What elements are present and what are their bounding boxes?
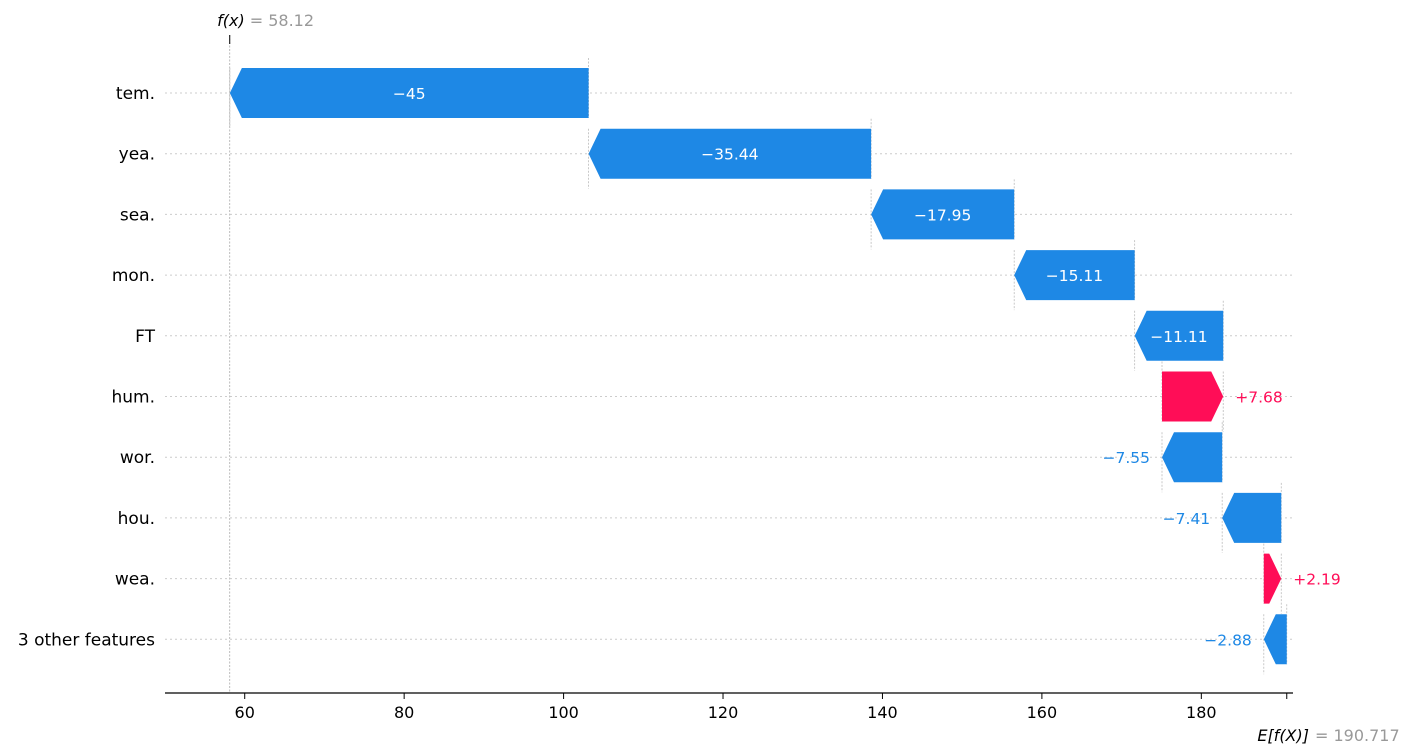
feature-labels: tem. yea. sea. mon. FT hum. wor. hou. wea. 3 othe… <box>18 84 156 650</box>
bar-value-label: +7.68 <box>1235 389 1283 407</box>
feature-label: wor. <box>120 448 155 468</box>
bar-negative <box>1162 432 1223 483</box>
bar-negative <box>588 128 872 179</box>
bar-value-label: −17.95 <box>914 206 971 224</box>
bar-value-label: +2.19 <box>1293 571 1341 589</box>
bar-value-label: −15.11 <box>1046 267 1103 285</box>
bar-value-label: −2.88 <box>1204 631 1252 649</box>
feature-label: sea. <box>120 205 155 225</box>
annotations: f(x) = 58.12 E[f(X)] = 190.717 <box>217 11 1400 745</box>
x-tick-label: 180 <box>1186 703 1217 722</box>
bar-negative <box>1222 492 1282 543</box>
x-axis: 60 80 100 120 140 160 180 <box>165 692 1293 722</box>
feature-label: yea. <box>119 145 155 165</box>
x-tick-label: 140 <box>867 703 898 722</box>
feature-label: 3 other features <box>18 630 155 650</box>
fx-value: = 58.12 <box>250 11 314 30</box>
x-tick-label: 100 <box>548 703 579 722</box>
bar-negative <box>1014 250 1135 301</box>
bar-value-label: −7.55 <box>1103 449 1151 467</box>
feature-label: FT <box>135 327 155 347</box>
bar-negative <box>1263 614 1287 665</box>
bar-value-label: −11.11 <box>1150 328 1207 346</box>
fx-label: f(x) <box>217 11 245 30</box>
x-tick-label: 160 <box>1027 703 1058 722</box>
bar-negative <box>229 68 589 118</box>
expected-value: = 190.717 <box>1315 726 1400 745</box>
feature-label: tem. <box>116 84 155 104</box>
feature-label: mon. <box>112 266 155 286</box>
bar-negative <box>1134 310 1224 361</box>
bar-value-label: −45 <box>393 85 426 103</box>
bar-positive <box>1162 371 1224 422</box>
x-tick-label: 120 <box>708 703 739 722</box>
bars: −45 −35.44 −17.95 −15.11 −11.11 +7.68 −7.55 −7.… <box>229 68 1341 665</box>
bar-value-label: −35.44 <box>701 146 758 164</box>
expected-value-label: E[f(X)] <box>1257 726 1309 745</box>
x-tick-label: 80 <box>394 703 414 722</box>
feature-label: wea. <box>115 570 155 590</box>
feature-label: hou. <box>118 509 155 529</box>
bar-negative <box>871 189 1015 240</box>
feature-label: hum. <box>111 388 155 408</box>
bar-value-label: −7.41 <box>1163 510 1211 528</box>
x-tick-label: 60 <box>235 703 255 722</box>
bar-positive <box>1263 553 1282 604</box>
